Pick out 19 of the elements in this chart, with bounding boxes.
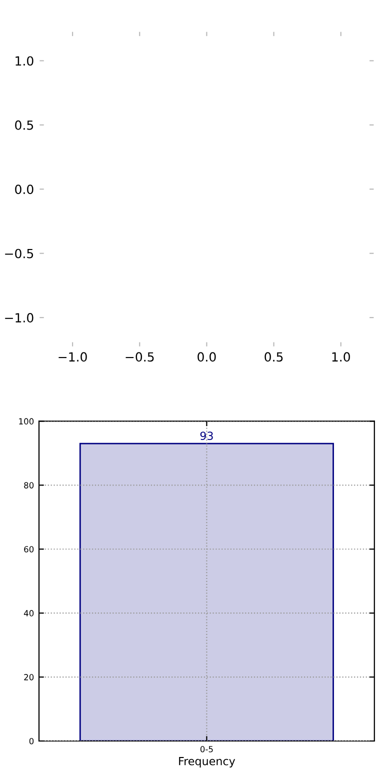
y-tick-label: −1.0 bbox=[5, 313, 34, 322]
x-tick-label: 0.0 bbox=[198, 352, 216, 362]
y-tick-label: 100 bbox=[19, 418, 34, 424]
x-tick-label: 1.0 bbox=[332, 352, 350, 362]
y-tick-label: 0.0 bbox=[15, 184, 34, 194]
y-tick-label: 80 bbox=[24, 482, 34, 488]
y-tick-label: 20 bbox=[24, 674, 34, 680]
y-tick-label: −0.5 bbox=[5, 248, 34, 258]
x-tick-label: 0-5 bbox=[200, 746, 213, 752]
x-tick-label: −0.5 bbox=[126, 352, 154, 362]
y-tick-label: 40 bbox=[24, 610, 34, 616]
x-tick-label: −1.0 bbox=[58, 352, 87, 362]
y-tick-label: 60 bbox=[24, 546, 34, 552]
y-tick-label: 1.0 bbox=[16, 56, 34, 66]
y-tick-label: 0.5 bbox=[15, 120, 34, 130]
data-label: 93 bbox=[200, 432, 213, 440]
x-axis-title: Frequency bbox=[179, 757, 236, 768]
x-tick-label: 0.5 bbox=[264, 352, 283, 362]
y-tick-label: 0 bbox=[29, 738, 34, 744]
